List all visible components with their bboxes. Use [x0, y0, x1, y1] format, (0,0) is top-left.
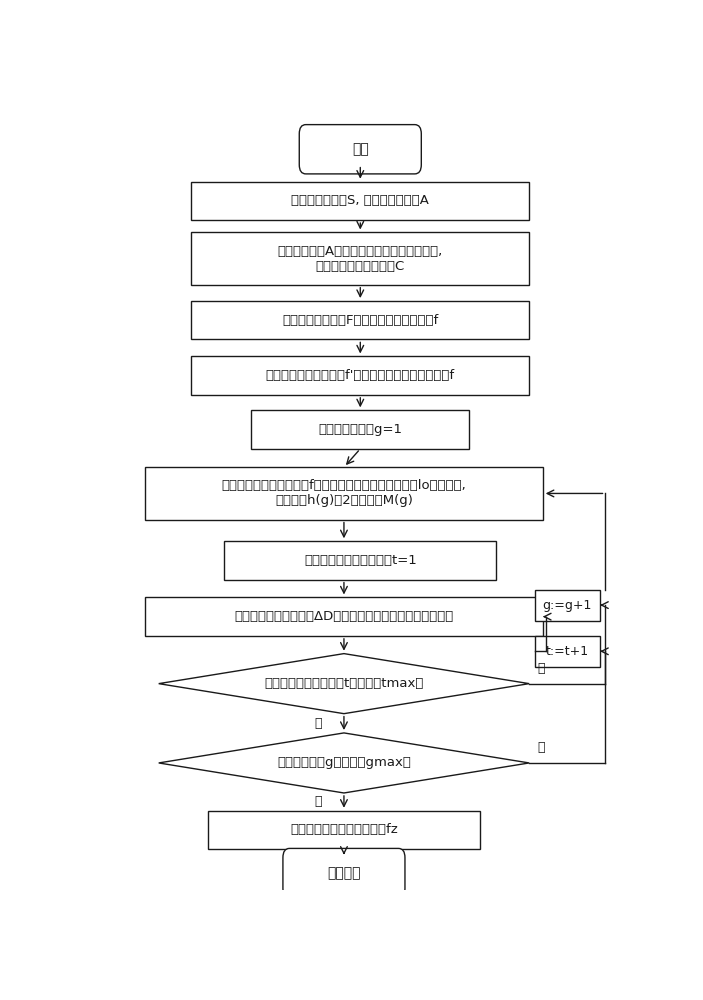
Text: 根据网络节点标签集合f'得到当前网络社区标签集合f: 根据网络节点标签集合f'得到当前网络社区标签集合f [266, 369, 455, 382]
Text: 判断循环次数g是否等于gmax？: 判断循环次数g是否等于gmax？ [277, 756, 411, 769]
Bar [208, 811, 480, 849]
Text: 初始化社区融合迭代次数t=1: 初始化社区融合迭代次数t=1 [304, 554, 417, 567]
FancyBboxPatch shape [283, 848, 405, 898]
Bar [191, 301, 529, 339]
FancyBboxPatch shape [299, 125, 421, 174]
Text: g:=g+1: g:=g+1 [543, 599, 592, 612]
Text: 将当前网络社区标签集合f中的社区按与外界的连接数目lo降序排列,
得到一个h(g)行2列的矩阵M(g): 将当前网络社区标签集合f中的社区按与外界的连接数目lo降序排列, 得到一个h(g… [221, 479, 466, 507]
Text: 根据邻接矩阵A计算网络中每个节点的节点度,
并查找网络核节点集合C: 根据邻接矩阵A计算网络中每个节点的节点度, 并查找网络核节点集合C [278, 245, 443, 273]
Bar [224, 541, 496, 580]
Bar [191, 356, 529, 395]
Text: 根据相似度函数值F更新网络节点标签集合f: 根据相似度函数值F更新网络节点标签集合f [282, 314, 439, 327]
Bar [535, 636, 600, 667]
Bar [191, 182, 529, 220]
Polygon shape [159, 733, 529, 793]
Bar [252, 410, 470, 449]
Polygon shape [159, 654, 529, 714]
Text: 基于改进模块密度增量ΔD对当前网络中的社区进行迭代融合: 基于改进模块密度增量ΔD对当前网络中的社区进行迭代融合 [234, 610, 453, 623]
Text: 是: 是 [315, 795, 322, 808]
Text: 否: 否 [537, 741, 545, 754]
Text: 完成划分: 完成划分 [327, 866, 361, 880]
Bar [145, 467, 543, 520]
Text: 读入现实网络图S, 并生成邻接矩阵A: 读入现实网络图S, 并生成邻接矩阵A [291, 194, 430, 207]
Text: 是: 是 [315, 717, 322, 730]
Text: 输出最终网络节点标签集合fz: 输出最终网络节点标签集合fz [290, 823, 398, 836]
Bar [191, 232, 529, 285]
Text: 否: 否 [537, 662, 545, 675]
Text: 判断社区融合迭代次数t是否等于tmax？: 判断社区融合迭代次数t是否等于tmax？ [264, 677, 424, 690]
Text: t:=t+1: t:=t+1 [546, 645, 589, 658]
Bar [535, 590, 600, 620]
Bar [145, 597, 543, 636]
Text: 开始: 开始 [352, 142, 368, 156]
Text: 初始化循环次数g=1: 初始化循环次数g=1 [318, 423, 402, 436]
